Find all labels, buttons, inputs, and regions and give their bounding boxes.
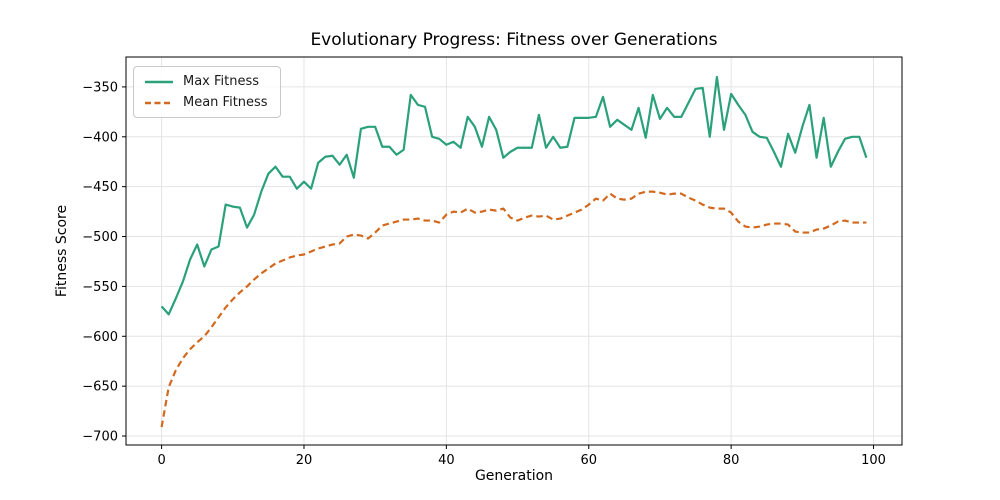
y-tick-label: −700: [82, 430, 118, 445]
y-tick-label: −550: [82, 280, 118, 295]
y-tick-label: −650: [82, 380, 118, 395]
y-tick-label: −450: [82, 180, 118, 195]
max-fitness-line: [160, 75, 868, 316]
mean-fitness-line: [160, 190, 867, 428]
x-tick-label: 100: [861, 453, 886, 468]
legend-entry-max-fitness: Max Fitness: [144, 74, 268, 89]
y-tick-label: −500: [82, 230, 118, 245]
y-axis-label: Fitness Score: [54, 204, 70, 298]
x-tick-label: 80: [723, 453, 740, 468]
legend-label-mean-fitness: Mean Fitness: [183, 95, 268, 110]
x-tick-label: 20: [296, 453, 313, 468]
y-tick-label: −350: [82, 80, 118, 95]
chart-title: Evolutionary Progress: Fitness over Gene…: [310, 30, 718, 50]
legend: Max Fitness Mean Fitness: [133, 66, 281, 118]
x-tick-label: 40: [438, 453, 455, 468]
dashed-line-swatch-icon: [145, 101, 173, 104]
y-tick-label: −600: [82, 330, 118, 345]
legend-label-max-fitness: Max Fitness: [183, 74, 260, 89]
y-tick-label: −400: [82, 130, 118, 145]
axes-spines: [125, 56, 903, 446]
legend-entry-mean-fitness: Mean Fitness: [144, 95, 268, 110]
solid-line-swatch-icon: [145, 80, 173, 83]
x-axis-label: Generation: [474, 468, 554, 484]
x-tick-label: 60: [580, 453, 597, 468]
x-tick-label: 0: [157, 453, 165, 468]
